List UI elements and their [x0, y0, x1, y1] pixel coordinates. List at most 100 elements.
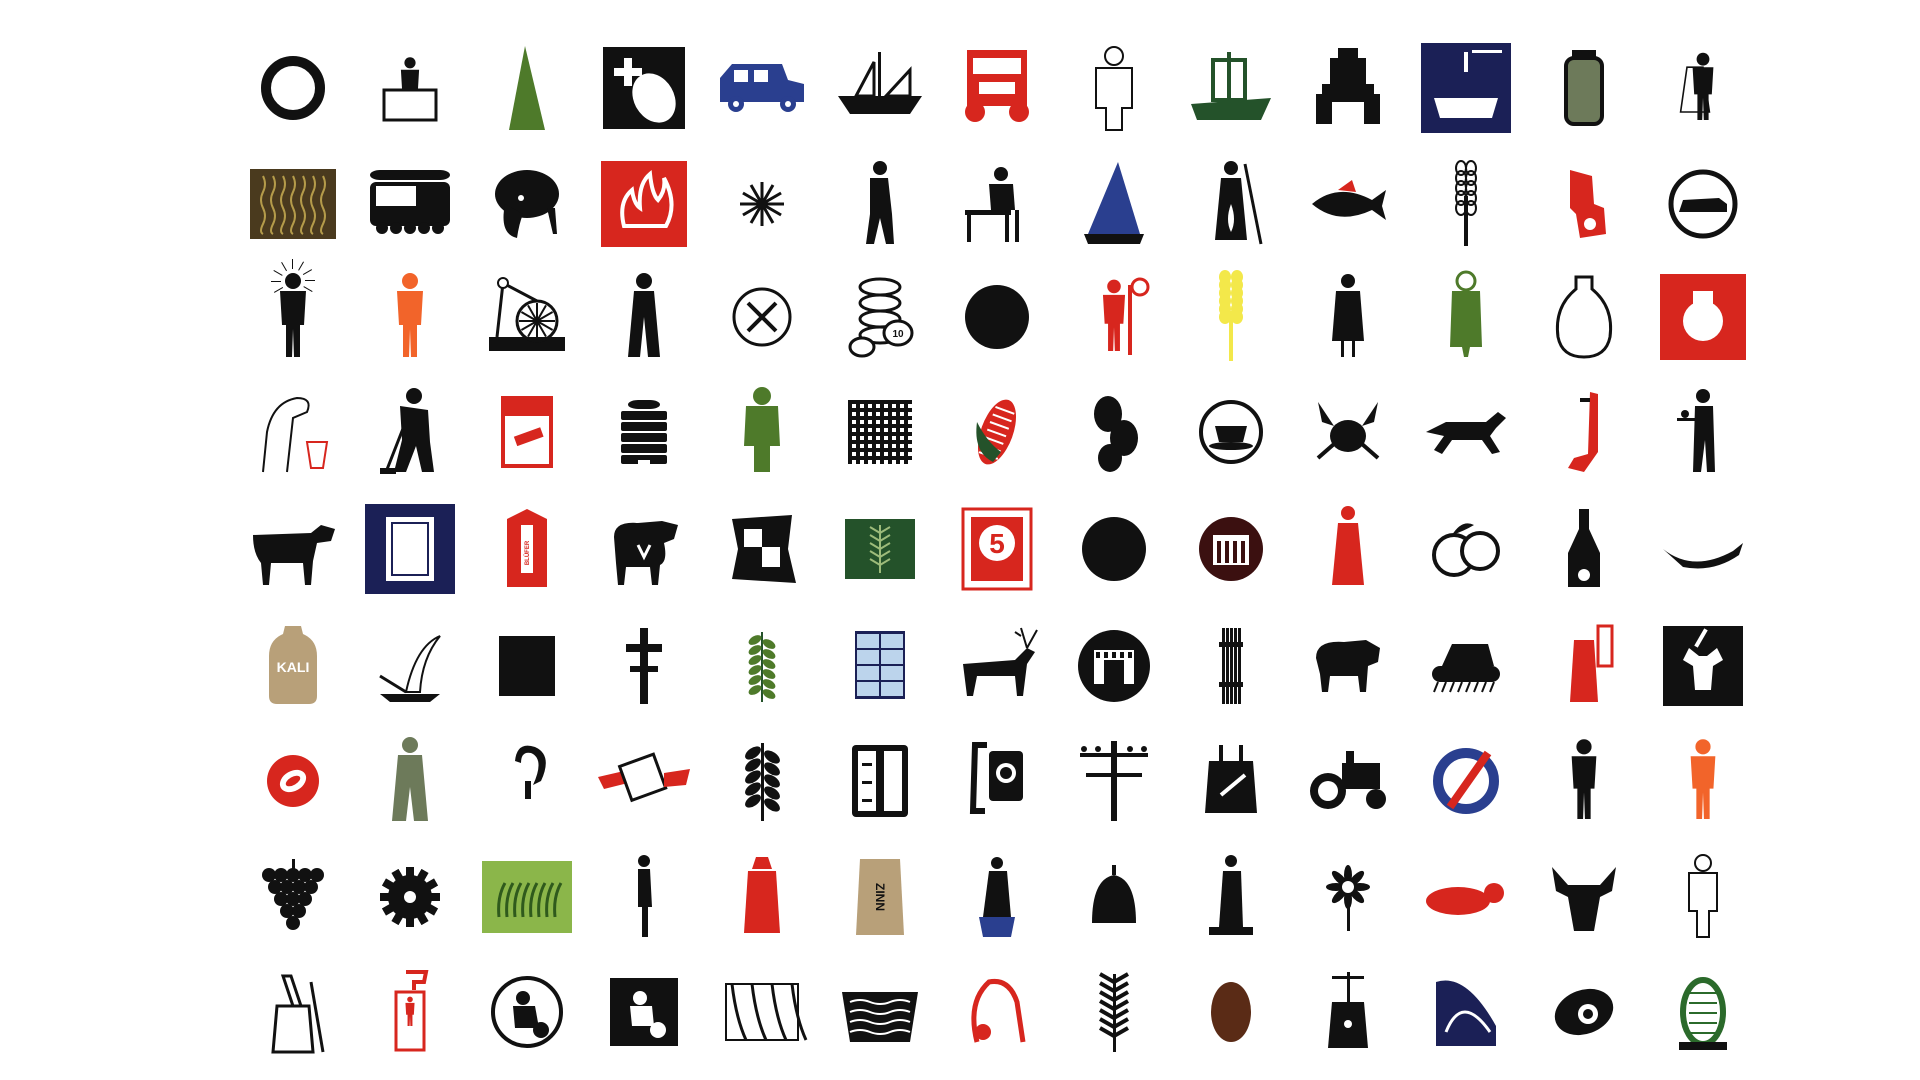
grapes-icon	[262, 859, 324, 930]
cabinet-icon	[852, 745, 908, 817]
airmail-icon	[598, 752, 690, 803]
flower-icon	[1326, 865, 1370, 931]
running-dog-icon	[1426, 412, 1506, 454]
hide-icon	[732, 515, 796, 583]
red-bottle-icon	[394, 970, 429, 1052]
woman-dark-icon	[1332, 274, 1364, 357]
no-sign-icon	[1433, 748, 1499, 814]
red-porter-icon	[1570, 624, 1614, 702]
apples-icon	[1432, 523, 1500, 577]
fire-icon	[601, 161, 687, 247]
fish-icon	[1312, 180, 1386, 220]
red-label-icon: BLÜFER	[507, 509, 547, 587]
coin-label: 10	[892, 329, 904, 340]
bathtub-icon	[1421, 43, 1511, 133]
elephant-icon	[495, 170, 559, 238]
power-pole-icon	[1080, 741, 1148, 821]
green-soldier-icon	[1450, 270, 1482, 357]
stamp-icon: 5	[961, 507, 1033, 591]
textile-icon	[499, 636, 555, 696]
gear-icon	[380, 867, 440, 927]
yellow-wheat-icon	[1219, 270, 1243, 361]
waiter-icon	[1677, 389, 1715, 472]
corn-cob-icon	[976, 399, 1017, 465]
red-swirl-icon	[267, 755, 319, 807]
red-lying-figure-icon	[1426, 883, 1504, 915]
zinn-text: ZINN	[873, 883, 887, 911]
bull-head-icon	[1552, 867, 1616, 931]
kali-text: KALI	[277, 659, 310, 675]
tractor-icon	[1316, 48, 1380, 124]
bottle-icon	[1568, 509, 1600, 587]
potato-icon	[1211, 982, 1251, 1042]
green-grass-icon	[482, 861, 572, 933]
red-hand-icon	[971, 978, 1026, 1043]
cross-icon	[626, 628, 662, 704]
brown-field-icon	[250, 169, 336, 239]
red-truck-icon	[965, 50, 1029, 122]
outline-bending-person-icon	[262, 396, 329, 473]
telephone-icon	[969, 742, 1023, 814]
pump-icon	[1328, 972, 1368, 1048]
green-soldier-standing-icon	[744, 387, 780, 472]
orange-person-icon	[397, 273, 423, 357]
wheat-sheaf-icon	[1455, 160, 1477, 246]
star-burst-icon	[740, 182, 784, 226]
beehive-icon	[621, 400, 667, 468]
coffee-beans-icon	[1094, 396, 1138, 472]
crab-icon	[1316, 402, 1380, 460]
telescope-icon	[1209, 855, 1253, 935]
ram-icon	[1316, 640, 1380, 692]
green-barrel-icon	[1679, 977, 1727, 1050]
soldier-icon	[392, 737, 428, 821]
refrigerator-icon	[365, 504, 455, 594]
bell-icon	[1092, 865, 1136, 923]
bundle-icon	[1219, 628, 1243, 704]
red-worker-icon	[1102, 277, 1150, 355]
plate-and-cutlery-icon	[732, 287, 792, 347]
olive-branch-icon	[748, 632, 776, 702]
turtle-icon	[1554, 988, 1614, 1036]
sitting-child-badge-icon	[491, 976, 563, 1048]
zinc-sack-icon: ZINN	[856, 859, 904, 935]
vase-icon	[1555, 275, 1613, 359]
label-text: BLÜFER	[524, 540, 531, 565]
green-mountain-icon	[509, 46, 545, 130]
green-boat-icon	[1191, 52, 1271, 120]
wave-icon	[1436, 980, 1496, 1046]
chemist-icon	[979, 857, 1015, 937]
sweeper-icon	[380, 388, 434, 474]
light-bulb-icon	[1660, 274, 1746, 360]
woven-mat-icon	[848, 400, 912, 464]
bag-icon	[1205, 745, 1257, 813]
red-woman-icon	[1332, 506, 1364, 585]
person-at-desk-writing-icon	[965, 167, 1019, 242]
fishing-boat-icon	[379, 635, 441, 702]
icon-grid: 10 BLÜFER 5 KALI ZINN	[250, 43, 1746, 1054]
miner-icon	[1215, 161, 1263, 245]
car-icon	[720, 64, 804, 112]
branch-icon	[745, 743, 780, 821]
ring-icon	[261, 56, 325, 120]
tank-icon	[1432, 644, 1500, 693]
black-disc-icon	[1082, 517, 1146, 581]
sheep-icon	[614, 521, 678, 585]
traction-engine-icon	[1310, 751, 1386, 809]
sickle-icon	[515, 745, 546, 799]
coins-icon: 10	[848, 277, 914, 358]
woman-icon	[628, 273, 660, 357]
oil-can-icon	[271, 974, 325, 1054]
cattle-axe-icon	[1663, 626, 1743, 706]
thin-person-icon	[638, 855, 652, 937]
green-field-icon	[845, 519, 915, 579]
child-with-ball-icon	[610, 978, 678, 1046]
sailing-ship-icon	[838, 52, 922, 114]
cow-icon	[253, 525, 335, 585]
red-box-icon	[501, 396, 553, 468]
radiant-person-icon	[271, 259, 315, 357]
black-disc-icon	[965, 285, 1029, 349]
medical-box-icon	[603, 47, 685, 129]
red-bishop-icon	[744, 857, 780, 933]
stamp-number: 5	[989, 528, 1005, 559]
outline-person-icon	[1095, 46, 1133, 131]
